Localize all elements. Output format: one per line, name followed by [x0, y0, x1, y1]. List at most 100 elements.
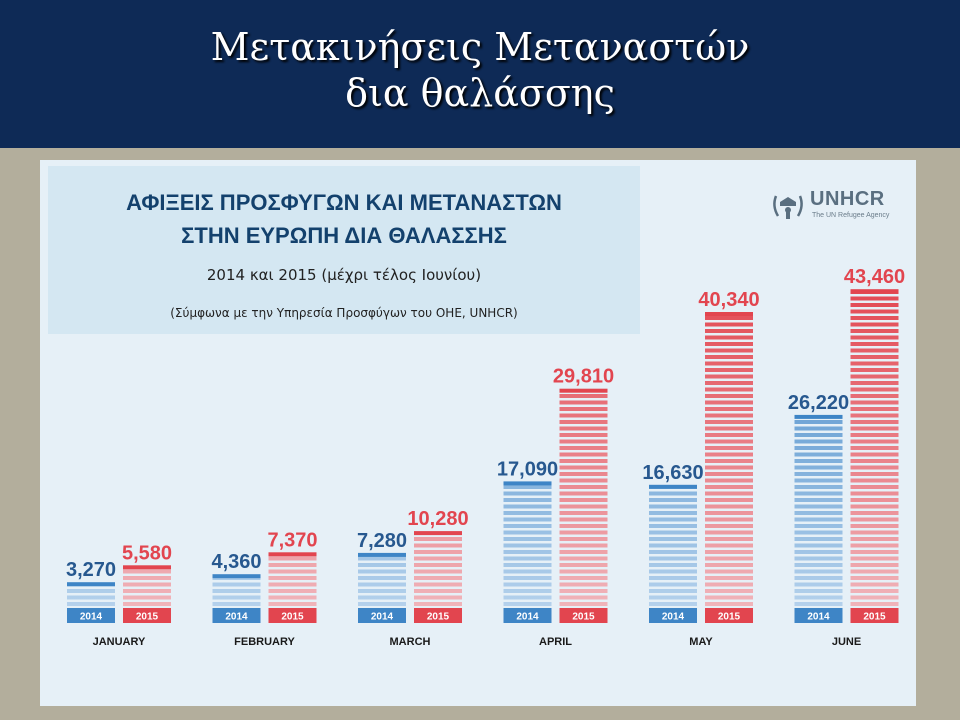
bar-stripe-2014-march: [358, 563, 406, 567]
bar-stripe-2014-may: [649, 556, 697, 561]
bar-stripe-2015-may: [705, 413, 753, 418]
bar-stripe-2015-june: [850, 543, 899, 548]
bar-stripe-2014-march: [358, 589, 406, 593]
arrivals-bar-chart: 2014 3,270 2015 5,580 JANUARY 2014 4,360 2015 7,…: [66, 266, 905, 648]
bar-stripe-2015-march: [414, 556, 462, 561]
bar-stripe-2015-may: [705, 446, 753, 450]
bar-stripe-2015-january: [123, 595, 171, 600]
bar-stripe-2015-april: [559, 589, 608, 593]
bar-stripe-2015-april: [559, 582, 608, 587]
value-label-2014-april: 17,090: [497, 458, 558, 480]
bar-stripe-2015-february: [268, 595, 317, 600]
bar-stripe-2015-june: [850, 316, 899, 320]
bar-stripe-2014-april: [503, 498, 552, 502]
bar-stripe-2015-june: [850, 511, 899, 515]
bar-stripe-2014-may: [649, 576, 697, 580]
bar-stripe-2015-may: [705, 563, 753, 567]
bar-stripe-2015-april: [559, 550, 608, 554]
month-label-january: JANUARY: [93, 636, 146, 648]
bar-stripe-2015-june: [850, 407, 899, 411]
bar-stripe-2015-june: [850, 563, 899, 567]
bar-stripe-2014-june: [794, 569, 843, 574]
bar-stripe-2015-june: [850, 439, 899, 444]
bar-stripe-2014-april: [503, 504, 552, 509]
bar-stripe-2015-april: [559, 524, 608, 528]
bar-stripe-2014-may: [649, 524, 697, 528]
bar-stripe-2014-march: [358, 595, 406, 600]
bar-stripe-2015-may: [705, 439, 753, 444]
bar-stripe-2014-march: [358, 582, 406, 587]
bar-stripe-2014-april: [503, 556, 552, 561]
bar-stripe-2014-may: [649, 511, 697, 515]
bar-stripe-2014-may: [649, 543, 697, 548]
year-tab-2014-march: [358, 608, 406, 623]
bar-top-2015-june: [850, 289, 899, 294]
bar-stripe-2015-may: [705, 569, 753, 574]
year-tab-2015-february: [268, 608, 317, 623]
bar-stripe-2015-may: [705, 530, 753, 535]
bar-stripe-2015-june: [850, 394, 899, 398]
bar-stripe-2014-may: [649, 589, 697, 593]
bar-stripe-2014-may: [649, 569, 697, 574]
year-tab-label-2014-january: 2014: [80, 612, 103, 623]
bar-stripe-2015-april: [559, 433, 608, 437]
year-tab-2014-june: [794, 608, 843, 623]
infographic-panel: ΑΦΙΞΕΙΣ ΠΡΟΣΦΥΓΩΝ ΚΑΙ ΜΕΤΑΝΑΣΤΩΝ ΣΤΗΝ ΕΥ…: [40, 160, 916, 706]
bar-stripe-2015-june: [850, 335, 899, 340]
bar-stripe-2014-june: [794, 530, 843, 535]
bar-stripe-2014-april: [503, 524, 552, 528]
bar-stripe-2015-march: [414, 537, 462, 541]
bar-stripe-2015-march: [414, 543, 462, 548]
bar-stripe-2015-june: [850, 413, 899, 418]
bar-stripe-2015-april: [559, 452, 608, 457]
bar-stripe-2015-june: [850, 530, 899, 535]
bar-stripe-2015-may: [705, 595, 753, 600]
bar-stripe-2015-may: [705, 355, 753, 359]
bar-stripe-2015-march: [414, 589, 462, 593]
bar-stripe-2015-june: [850, 400, 899, 405]
bar-stripe-2014-june: [794, 517, 843, 522]
bar-stripe-2015-june: [850, 485, 899, 489]
bar-stripe-2015-june: [850, 446, 899, 450]
bar-stripe-2015-june: [850, 348, 899, 353]
bar-stripe-2015-june: [850, 329, 899, 333]
bar-stripe-2015-march: [414, 582, 462, 587]
bar-stripe-2015-april: [559, 498, 608, 502]
bar-stripe-2015-april: [559, 491, 608, 496]
bar-stripe-2015-april: [559, 485, 608, 489]
bar-stripe-2014-may: [649, 517, 697, 522]
bar-stripe-2015-june: [850, 361, 899, 366]
slide-title: Μετακινήσεις Μεταναστών δια θαλάσσης: [0, 24, 960, 116]
bar-stripe-2015-may: [705, 511, 753, 515]
bar-stripe-2014-june: [794, 420, 843, 424]
bar-stripe-2014-may: [649, 537, 697, 541]
bar-stripe-2015-june: [850, 576, 899, 580]
bar-stripe-2014-april: [503, 589, 552, 593]
year-tab-2015-march: [414, 608, 462, 623]
bar-stripe-2014-june: [794, 595, 843, 600]
unhcr-logo-tagline: The UN Refugee Agency: [812, 212, 890, 219]
bar-stripe-2014-may: [649, 530, 697, 535]
bar-stripe-2015-may: [705, 387, 753, 392]
bar-stripe-2015-april: [559, 569, 608, 574]
bar-stripe-2015-june: [850, 420, 899, 424]
bar-stripe-2015-june: [850, 303, 899, 307]
unhcr-emblem-icon: [773, 195, 803, 219]
bar-top-2014-may: [649, 484, 697, 489]
bar-stripe-2015-may: [705, 504, 753, 509]
bar-stripe-2014-april: [503, 530, 552, 535]
bar-stripe-2015-april: [559, 413, 608, 418]
bar-stripe-2015-may: [705, 426, 753, 431]
bar-stripe-2014-march: [358, 556, 406, 561]
bar-stripe-2015-april: [559, 400, 608, 405]
bar-stripe-2014-april: [503, 511, 552, 515]
bar-stripe-2014-june: [794, 576, 843, 580]
bar-stripe-2015-april: [559, 504, 608, 509]
year-tab-2015-may: [705, 608, 753, 623]
bar-stripe-2014-march: [358, 576, 406, 580]
bar-stripe-2014-april: [503, 543, 552, 548]
bar-stripe-2014-june: [794, 524, 843, 528]
bar-top-2014-april: [503, 481, 552, 486]
year-tab-label-2014-february: 2014: [225, 612, 248, 623]
bar-stripe-2015-june: [850, 556, 899, 561]
